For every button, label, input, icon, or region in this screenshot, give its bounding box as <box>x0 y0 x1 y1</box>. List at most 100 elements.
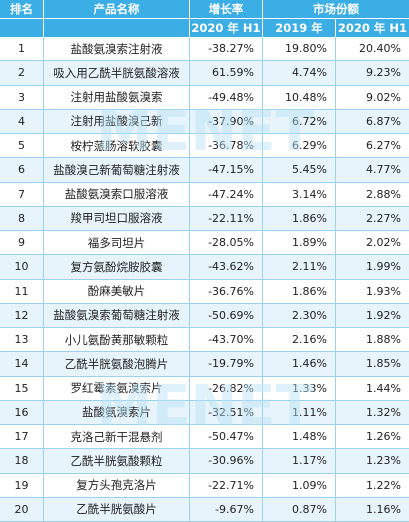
header-name: 产品名称 <box>44 0 190 18</box>
growth-rate-cell: -43.62% <box>190 255 263 280</box>
share-2020h1-cell: 2.02% <box>336 231 409 256</box>
share-2020h1-cell: 1.85% <box>336 352 409 377</box>
growth-rate-cell: -37.90% <box>190 109 263 134</box>
table-row: 16 盐酸氨溴索片 -32.51% 1.11% 1.32% <box>0 400 409 425</box>
product-name-cell: 罗红霉素氨溴索片 <box>44 376 190 401</box>
share-2020h1-cell: 2.88% <box>336 182 409 207</box>
share-2019-cell: 1.33% <box>263 376 336 401</box>
header-row-1: 排名 产品名称 增长率 市场份额 <box>0 0 409 18</box>
share-2019-cell: 2.30% <box>263 303 336 328</box>
header-share: 市场份额 <box>263 0 409 18</box>
share-2020h1-cell: 6.87% <box>336 109 409 134</box>
share-2020h1-cell: 4.77% <box>336 158 409 183</box>
share-2019-cell: 1.46% <box>263 352 336 377</box>
table-row: 19 复方头孢克洛片 -22.71% 1.09% 1.22% <box>0 473 409 498</box>
rank-cell: 6 <box>0 158 44 183</box>
rank-cell: 5 <box>0 134 44 159</box>
rank-cell: 19 <box>0 473 44 498</box>
rank-cell: 15 <box>0 376 44 401</box>
rank-cell: 11 <box>0 279 44 304</box>
rank-cell: 18 <box>0 449 44 474</box>
table-row: 18 乙酰半胱氨酸颗粒 -30.96% 1.17% 1.23% <box>0 449 409 474</box>
share-2019-cell: 1.86% <box>263 279 336 304</box>
rank-cell: 1 <box>0 37 44 62</box>
rank-cell: 17 <box>0 425 44 450</box>
rank-cell: 4 <box>0 109 44 134</box>
product-name-cell: 盐酸溴己新葡萄糖注射液 <box>44 158 190 183</box>
table-row: 4 注射用盐酸溴己新 -37.90% 6.72% 6.87% <box>0 109 409 134</box>
header-share-2019: 2019 年 <box>263 19 336 37</box>
table-row: 2 吸入用乙酰半胱氨酸溶液 61.59% 4.74% 9.23% <box>0 61 409 86</box>
table-row: 11 酚麻美敏片 -36.76% 1.86% 1.93% <box>0 279 409 304</box>
share-2020h1-cell: 9.23% <box>336 61 409 86</box>
share-2020h1-cell: 20.40% <box>336 37 409 62</box>
share-2019-cell: 1.86% <box>263 206 336 231</box>
growth-rate-cell: -50.47% <box>190 425 263 450</box>
share-2020h1-cell: 1.26% <box>336 425 409 450</box>
table-row: 9 福多司坦片 -28.05% 1.89% 2.02% <box>0 231 409 256</box>
share-2019-cell: 4.74% <box>263 61 336 86</box>
growth-rate-cell: -47.15% <box>190 158 263 183</box>
growth-rate-cell: -22.71% <box>190 473 263 498</box>
rank-cell: 9 <box>0 231 44 256</box>
header-row-2: 2020 年 H1 2019 年 2020 年 H1 <box>0 18 409 37</box>
product-name-cell: 盐酸氨溴索片 <box>44 400 190 425</box>
product-name-cell: 酚麻美敏片 <box>44 279 190 304</box>
table-row: 10 复方氨酚烷胺胶囊 -43.62% 2.11% 1.99% <box>0 255 409 280</box>
rank-cell: 16 <box>0 400 44 425</box>
share-2019-cell: 10.48% <box>263 85 336 110</box>
share-2020h1-cell: 1.22% <box>336 473 409 498</box>
share-2020h1-cell: 1.99% <box>336 255 409 280</box>
growth-rate-cell: -19.79% <box>190 352 263 377</box>
growth-rate-cell: -28.05% <box>190 231 263 256</box>
table-row: 20 乙酰半胱氨酸片 -9.67% 0.87% 1.16% <box>0 497 409 522</box>
product-name-cell: 乙酰半胱氨酸颗粒 <box>44 449 190 474</box>
share-2019-cell: 1.89% <box>263 231 336 256</box>
product-name-cell: 复方氨酚烷胺胶囊 <box>44 255 190 280</box>
product-name-cell: 羧甲司坦口服溶液 <box>44 206 190 231</box>
share-2019-cell: 6.29% <box>263 134 336 159</box>
product-name-cell: 注射用盐酸氨溴索 <box>44 85 190 110</box>
share-2020h1-cell: 2.27% <box>336 206 409 231</box>
rank-cell: 12 <box>0 303 44 328</box>
share-2019-cell: 1.17% <box>263 449 336 474</box>
growth-rate-cell: -50.69% <box>190 303 263 328</box>
rank-cell: 8 <box>0 206 44 231</box>
growth-rate-cell: -32.51% <box>190 400 263 425</box>
share-2020h1-cell: 1.23% <box>336 449 409 474</box>
share-2020h1-cell: 1.88% <box>336 328 409 353</box>
product-name-cell: 吸入用乙酰半胱氨酸溶液 <box>44 61 190 86</box>
share-2020h1-cell: 1.16% <box>336 497 409 522</box>
share-2019-cell: 6.72% <box>263 109 336 134</box>
product-name-cell: 克洛己新干混悬剂 <box>44 425 190 450</box>
share-2020h1-cell: 6.27% <box>336 134 409 159</box>
table-row: 14 乙酰半胱氨酸泡腾片 -19.79% 1.46% 1.85% <box>0 352 409 377</box>
product-name-cell: 乙酰半胱氨酸泡腾片 <box>44 352 190 377</box>
growth-rate-cell: -30.96% <box>190 449 263 474</box>
table-row: 17 克洛己新干混悬剂 -50.47% 1.48% 1.26% <box>0 425 409 450</box>
share-2019-cell: 1.48% <box>263 425 336 450</box>
rank-cell: 20 <box>0 497 44 522</box>
rank-cell: 14 <box>0 352 44 377</box>
product-name-cell: 注射用盐酸溴己新 <box>44 109 190 134</box>
header-growth: 增长率 <box>190 0 263 18</box>
growth-rate-cell: -43.70% <box>190 328 263 353</box>
share-2019-cell: 0.87% <box>263 497 336 522</box>
growth-rate-cell: -47.24% <box>190 182 263 207</box>
rank-cell: 13 <box>0 328 44 353</box>
header-rank: 排名 <box>0 0 44 18</box>
rank-cell: 10 <box>0 255 44 280</box>
table-row: 5 桉柠蒎肠溶软胶囊 -36.78% 6.29% 6.27% <box>0 134 409 159</box>
table-row: 6 盐酸溴己新葡萄糖注射液 -47.15% 5.45% 4.77% <box>0 158 409 183</box>
header-rank-spacer <box>0 19 44 37</box>
share-2019-cell: 1.09% <box>263 473 336 498</box>
growth-rate-cell: -26.82% <box>190 376 263 401</box>
rank-cell: 7 <box>0 182 44 207</box>
product-name-cell: 盐酸氨溴索注射液 <box>44 37 190 62</box>
share-2020h1-cell: 9.02% <box>336 85 409 110</box>
growth-rate-cell: -49.48% <box>190 85 263 110</box>
header-share-2020h1: 2020 年 H1 <box>336 19 409 37</box>
product-name-cell: 桉柠蒎肠溶软胶囊 <box>44 134 190 159</box>
growth-rate-cell: -38.27% <box>190 37 263 62</box>
